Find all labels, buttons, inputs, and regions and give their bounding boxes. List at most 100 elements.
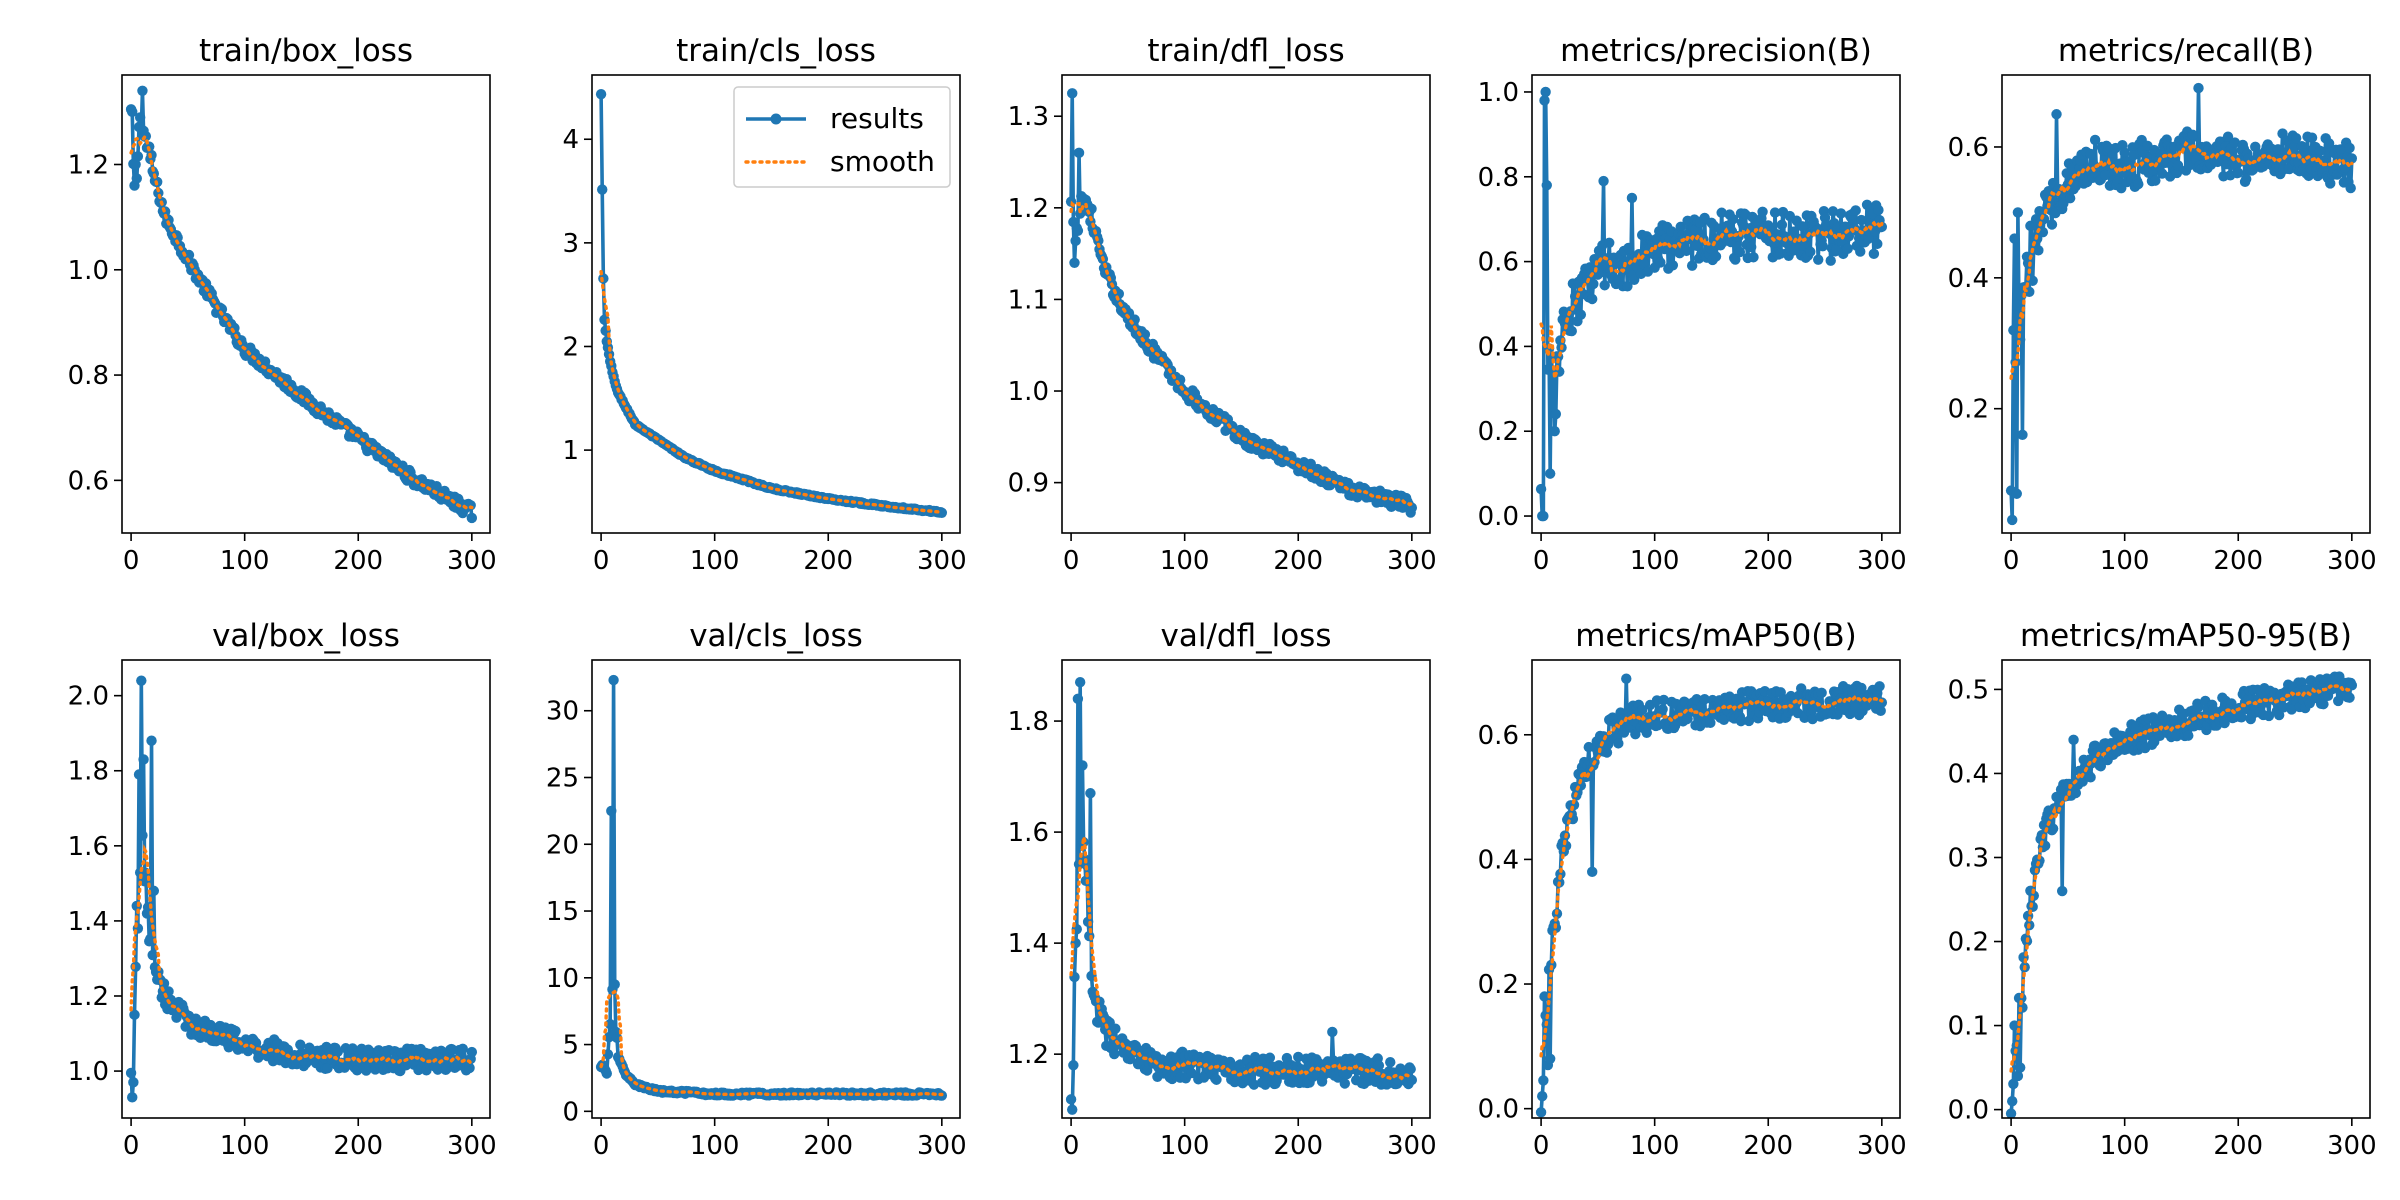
- x-tick-label: 300: [2327, 546, 2377, 576]
- data-point: [130, 159, 141, 170]
- x-tick-label: 100: [1630, 1131, 1680, 1161]
- data-point: [1211, 1074, 1222, 1085]
- data-point: [1327, 1026, 1338, 1038]
- data-point: [2064, 193, 2076, 204]
- y-tick-label: 0.8: [68, 361, 109, 391]
- y-tick-label: 0.4: [1478, 845, 1519, 875]
- data-point: [1535, 1107, 1547, 1118]
- x-tick-label: 0: [1533, 546, 1550, 576]
- data-point: [1072, 225, 1084, 236]
- y-tick-label: 20: [546, 830, 579, 860]
- legend-results-marker: [770, 113, 782, 125]
- data-point: [2346, 153, 2358, 164]
- data-point: [1587, 293, 1598, 305]
- x-tick-label: 0: [593, 1131, 610, 1161]
- data-point: [1539, 991, 1550, 1002]
- panel-9: metrics/mAP50(B) 0 100 200 300 0.0 0.2 0.4 0.6: [1478, 618, 1907, 1161]
- data-point: [2247, 164, 2259, 175]
- plot-area: [595, 88, 948, 518]
- data-point: [2250, 141, 2261, 153]
- data-point: [1658, 694, 1669, 706]
- smooth-series-line: [599, 989, 944, 1097]
- y-tick-label: 0.3: [1948, 843, 1989, 873]
- y-tick-label: 1.2: [68, 982, 109, 1012]
- data-point: [125, 1067, 137, 1079]
- y-tick-label: 1.2: [68, 150, 109, 180]
- data-point: [2100, 169, 2111, 181]
- data-point: [2233, 167, 2244, 179]
- smooth-series-line: [599, 269, 944, 514]
- data-point: [1825, 255, 1836, 266]
- y-tick-label: 1.6: [68, 832, 109, 862]
- data-point: [1805, 246, 1816, 257]
- data-point: [2007, 514, 2018, 526]
- data-point: [2095, 761, 2107, 772]
- data-point: [2007, 1095, 2018, 1107]
- data-point: [604, 1018, 616, 1030]
- data-point: [2009, 1020, 2020, 1031]
- data-point: [2106, 151, 2118, 162]
- data-point: [134, 112, 146, 123]
- data-point: [2222, 131, 2234, 142]
- data-point: [2290, 132, 2302, 144]
- panel-title: train/dfl_loss: [1147, 33, 1344, 69]
- data-point: [1699, 694, 1710, 705]
- data-point: [2236, 712, 2247, 723]
- data-point: [2047, 823, 2059, 834]
- data-point: [1873, 204, 1884, 216]
- y-tick-label: 0.2: [1478, 970, 1519, 1000]
- y-tick-label: 0.0: [1948, 1096, 1989, 1126]
- data-point: [1339, 1078, 1351, 1089]
- y-tick-label: 1.4: [1008, 929, 1049, 959]
- y-tick-label: 1.2: [1008, 194, 1049, 224]
- data-point: [1613, 738, 1624, 749]
- data-point: [1856, 214, 1867, 226]
- data-point: [2033, 245, 2044, 256]
- data-point: [1868, 248, 1880, 260]
- legend-results-label: results: [830, 102, 924, 135]
- data-point: [1555, 868, 1566, 880]
- x-tick-label: 100: [690, 546, 740, 576]
- data-point: [1077, 760, 1088, 771]
- data-point: [1566, 325, 1577, 337]
- data-point: [2024, 286, 2035, 298]
- data-point: [132, 151, 144, 162]
- x-tick-label: 100: [220, 546, 270, 576]
- data-point: [1716, 207, 1727, 218]
- data-point: [466, 512, 478, 524]
- y-tick-label: 1.3: [1008, 102, 1049, 132]
- data-point: [1735, 715, 1747, 727]
- data-point: [1373, 1060, 1385, 1071]
- y-tick-label: 1.2: [1008, 1040, 1049, 1070]
- y-tick-label: 15: [546, 897, 579, 927]
- legend-smooth-label: smooth: [830, 145, 935, 178]
- data-point: [1544, 468, 1556, 479]
- data-point: [2051, 109, 2062, 120]
- data-point: [1538, 1075, 1549, 1086]
- data-point: [1623, 242, 1634, 254]
- x-tick-label: 300: [1387, 1131, 1437, 1161]
- results-series-points: [2005, 671, 2358, 1118]
- axes-frame: [1061, 659, 1431, 1119]
- data-point: [1067, 1104, 1078, 1115]
- y-tick-label: 1.0: [1008, 377, 1049, 407]
- data-point: [1549, 426, 1560, 437]
- x-tick-label: 300: [2327, 1131, 2377, 1161]
- y-tick-label: 0.4: [1478, 332, 1519, 362]
- data-point: [1630, 729, 1641, 740]
- data-point: [1835, 208, 1847, 219]
- data-point: [1842, 243, 1853, 254]
- smooth-series-line: [1539, 220, 1884, 379]
- x-tick-label: 100: [1160, 546, 1210, 576]
- data-point: [2014, 1062, 2026, 1073]
- data-point: [1293, 1051, 1304, 1063]
- smooth-series-line: [129, 844, 474, 1066]
- x-tick-label: 300: [447, 1131, 497, 1161]
- data-point: [127, 106, 138, 118]
- y-tick-label: 25: [546, 764, 579, 794]
- data-point: [1540, 86, 1551, 98]
- data-point: [171, 1012, 182, 1023]
- x-tick-label: 200: [1273, 1131, 1323, 1161]
